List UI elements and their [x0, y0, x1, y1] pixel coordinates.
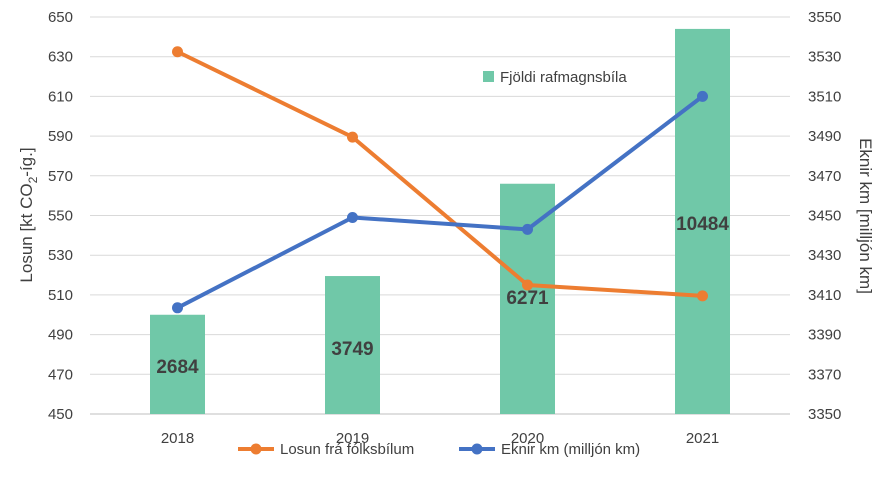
- bar-2019: [325, 276, 380, 414]
- point-losun-fra-folksbilum-2018: [172, 46, 183, 58]
- point-eknir-km-milljon-km-2020: [522, 223, 533, 235]
- lines: [172, 46, 708, 314]
- point-losun-fra-folksbilum-2019: [347, 131, 358, 143]
- left-tick-label: 630: [48, 49, 73, 66]
- bar-data-label-2020: 6271: [506, 288, 549, 309]
- left-tick-label: 470: [48, 366, 73, 383]
- right-tick-label: 3410: [808, 287, 841, 304]
- x-tick-label: 2018: [161, 430, 194, 447]
- bar-labels: 2684 3749 6271 10484: [156, 214, 729, 378]
- right-tick-label: 3390: [808, 327, 841, 344]
- right-tick-label: 3350: [808, 406, 841, 423]
- legend-marker-eknir: [471, 443, 483, 455]
- series-line-eknir-km-milljon-km: [176, 94, 704, 310]
- left-tick-label: 570: [48, 168, 73, 185]
- line-legend: Losun frá fólksbílum Eknir km (milljón k…: [238, 441, 640, 458]
- left-tick-label: 450: [48, 406, 73, 423]
- left-tick-label: 650: [48, 9, 73, 26]
- right-tick-label: 3470: [808, 168, 841, 185]
- left-tick-label: 590: [48, 128, 73, 145]
- point-losun-fra-folksbilum-2020: [522, 279, 533, 291]
- bar-legend-swatch: [483, 71, 494, 82]
- bar-data-label-2019: 3749: [331, 339, 373, 360]
- right-tick-label: 3550: [808, 9, 841, 26]
- right-axis-ticks: 3350 3370 3390 3410 3430 3450 3470 3490 3510 3530…: [808, 9, 841, 423]
- legend-item-losun: Losun frá fólksbílum: [238, 441, 414, 458]
- left-axis-ticks: 450 470 490 510 530 550 570 590 610 630 650: [48, 9, 73, 423]
- bars: [150, 28, 730, 414]
- bar-data-label-2021: 10484: [676, 214, 729, 235]
- left-tick-label: 490: [48, 327, 73, 344]
- point-eknir-km-milljon-km-2019: [347, 211, 358, 223]
- right-tick-label: 3510: [808, 88, 841, 105]
- right-tick-label: 3490: [808, 128, 841, 145]
- legend-label-losun: Losun frá fólksbílum: [280, 441, 414, 458]
- right-tick-label: 3370: [808, 366, 841, 383]
- left-tick-label: 610: [48, 88, 73, 105]
- right-tick-label: 3450: [808, 208, 841, 225]
- legend-label-eknir: Eknir km (milljón km): [501, 441, 640, 458]
- x-tick-label: 2019: [336, 430, 369, 447]
- bar-data-label-2018: 2684: [156, 357, 199, 378]
- point-eknir-km-milljon-km-2018: [172, 302, 183, 314]
- x-axis-ticks: 2018 2019 2020 2021: [161, 430, 719, 447]
- x-tick-label: 2021: [686, 430, 719, 447]
- right-tick-label: 3430: [808, 247, 841, 264]
- series-line-losun-fra-folksbilum: [176, 49, 703, 298]
- legend-item-eknir: Eknir km (milljón km): [459, 441, 640, 458]
- right-tick-label: 3530: [808, 49, 841, 66]
- bar-2020: [500, 183, 555, 414]
- left-axis-title: Losun [kt CO2-íg.]: [17, 147, 40, 282]
- right-axis-title: Eknir km [milljón km]: [856, 138, 875, 294]
- bar-2018: [150, 314, 205, 414]
- legend-marker-losun: [250, 443, 262, 455]
- left-tick-label: 530: [48, 247, 73, 264]
- point-losun-fra-folksbilum-2021: [697, 290, 708, 302]
- left-tick-label: 550: [48, 208, 73, 225]
- gridlines: [90, 16, 790, 415]
- bar-legend-label: Fjöldi rafmagnsbíla: [500, 69, 627, 86]
- x-tick-label: 2020: [511, 430, 544, 447]
- left-tick-label: 510: [48, 287, 73, 304]
- bar-legend: Fjöldi rafmagnsbíla: [483, 69, 627, 86]
- point-eknir-km-milljon-km-2021: [697, 90, 708, 102]
